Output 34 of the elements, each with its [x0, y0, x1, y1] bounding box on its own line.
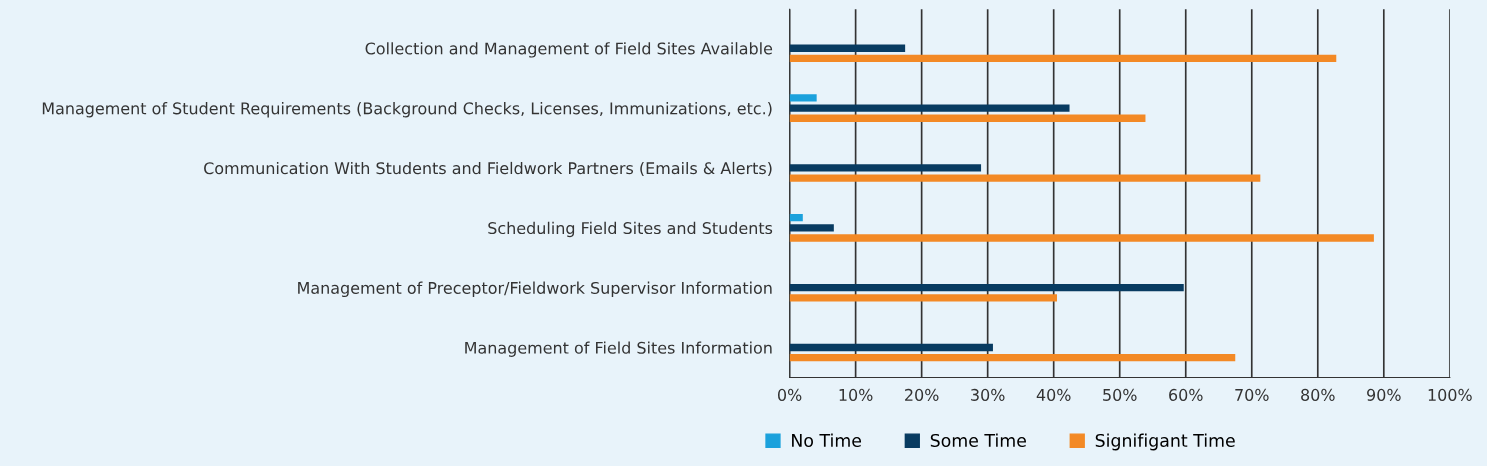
- x-tick-label: 30%: [971, 388, 1005, 401]
- y-tick-label: Scheduling Field Sites and Students: [488, 221, 773, 238]
- bar: [789, 343, 993, 352]
- x-tick-label: 60%: [1169, 388, 1203, 401]
- bar: [789, 354, 1236, 362]
- bar: [789, 213, 803, 222]
- y-tick-label: Management of Preceptor/Fieldwork Supervisor Information: [298, 281, 772, 298]
- legend-label: Signifigant Time: [1095, 433, 1235, 451]
- x-tick-label: 0%: [777, 388, 802, 401]
- legend-label: Some Time: [930, 433, 1026, 448]
- bar: [789, 224, 834, 232]
- x-tick-label: 70%: [1235, 388, 1269, 401]
- x-tick-label: 10%: [839, 388, 873, 401]
- y-tick-label: Communication With Students and Fieldwork Partners (Emails & Alerts): [204, 161, 772, 177]
- bar: [789, 284, 1184, 292]
- y-tick-label: Management of Student Requirements (Background Checks, Licenses, Immunizations, etc.): [42, 102, 772, 118]
- bar: [789, 114, 1146, 122]
- bar: [789, 234, 1374, 242]
- bar: [789, 54, 1337, 63]
- x-tick-label: 100%: [1428, 388, 1472, 401]
- bar: [789, 44, 906, 52]
- bar: [789, 94, 817, 102]
- x-tick-label: 20%: [905, 388, 939, 401]
- x-tick-label: 90%: [1367, 388, 1401, 401]
- bar: [789, 174, 1261, 182]
- legend-label: No Time: [792, 433, 862, 448]
- bar: [789, 294, 1057, 302]
- x-tick-label: 40%: [1036, 388, 1071, 401]
- x-tick-label: 80%: [1301, 388, 1335, 401]
- y-tick-label: Management of Field Sites Information: [465, 341, 772, 357]
- y-tick-label: Collection and Management of Field Sites Available: [365, 42, 773, 58]
- bar: [789, 164, 982, 172]
- bar: [789, 104, 1070, 112]
- x-tick-label: 50%: [1103, 388, 1137, 401]
